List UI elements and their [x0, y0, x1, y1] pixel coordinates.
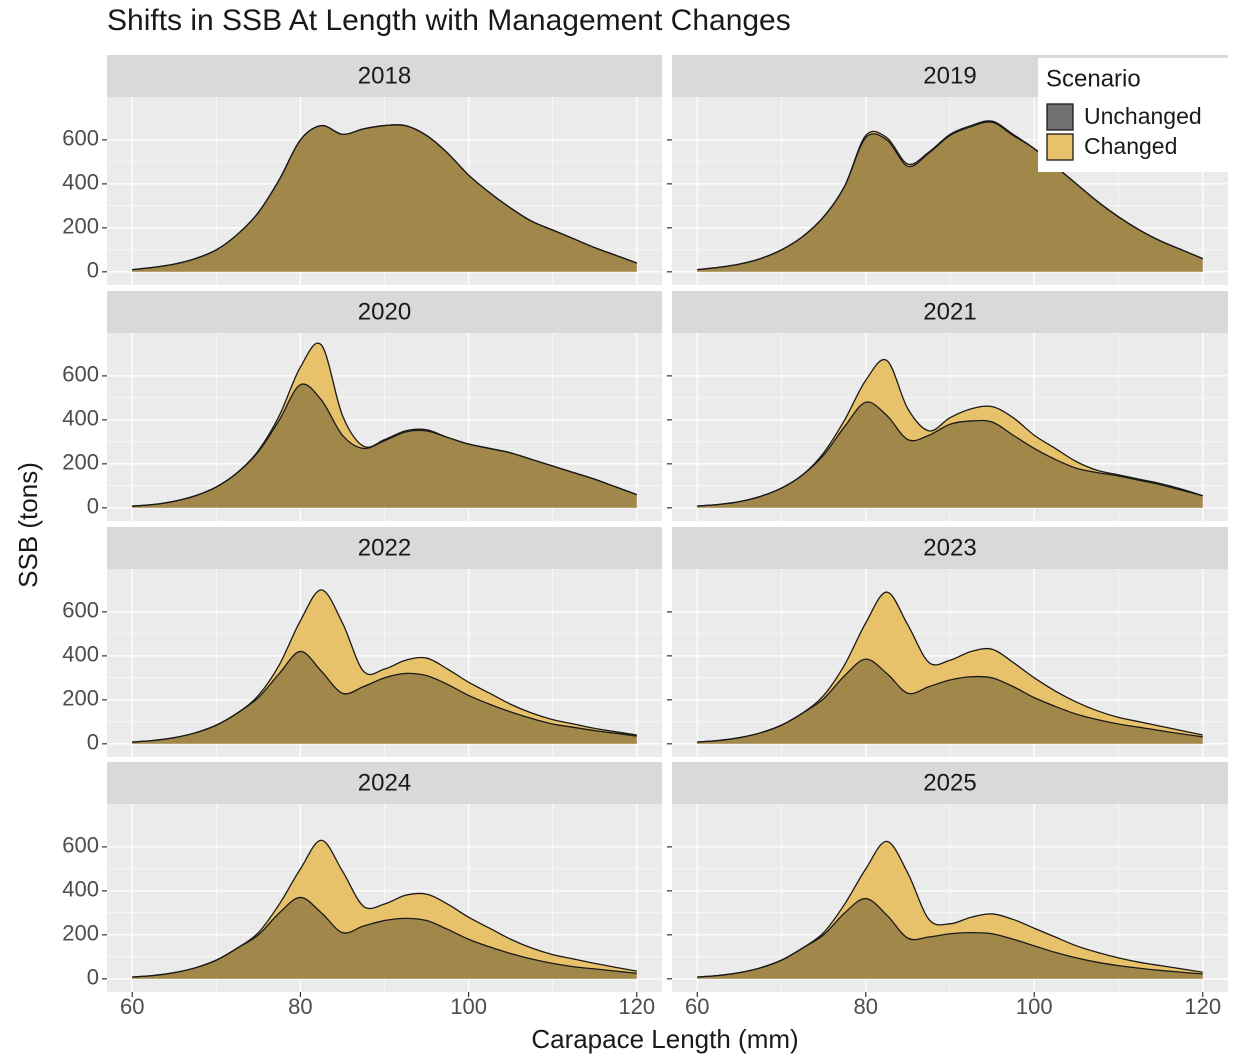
y-tick-label: 200	[62, 214, 99, 239]
area	[132, 124, 637, 272]
x-tick-label: 100	[1016, 994, 1053, 1019]
strip	[672, 762, 1228, 804]
areas	[132, 839, 637, 979]
legend-label: Unchanged	[1084, 103, 1202, 129]
y-tick-label: 0	[87, 494, 99, 519]
chart-title: Shifts in SSB At Length with Management …	[107, 4, 791, 37]
strip-label: 2020	[358, 298, 411, 325]
strip	[107, 291, 662, 333]
strip-label: 2023	[923, 534, 976, 561]
area-outline	[697, 401, 1203, 507]
y-tick-label: 600	[62, 126, 99, 151]
strip	[107, 762, 662, 804]
y-tick-label: 600	[62, 362, 99, 387]
strip-label: 2025	[923, 769, 976, 796]
x-tick-label: 120	[618, 994, 655, 1019]
areas	[697, 358, 1203, 508]
legend-label: Changed	[1084, 133, 1177, 159]
strip-label: 2022	[358, 534, 411, 561]
y-tick-label: 600	[62, 598, 99, 623]
x-tick-label: 60	[685, 994, 709, 1019]
areas	[132, 342, 637, 508]
strip-label: 2021	[923, 298, 976, 325]
area-outline	[132, 383, 637, 507]
areas	[132, 124, 637, 272]
areas	[697, 591, 1203, 744]
area	[132, 897, 637, 979]
legend-key	[1046, 103, 1074, 131]
y-tick-label: 400	[62, 877, 99, 902]
areas	[697, 120, 1203, 272]
strip	[672, 527, 1228, 569]
x-axis-title: Carapace Length (mm)	[531, 1024, 798, 1054]
legend-key	[1046, 133, 1074, 161]
legend-title: Scenario	[1046, 65, 1141, 92]
area	[697, 121, 1203, 272]
area-outline	[132, 124, 637, 271]
x-tick-label: 60	[120, 994, 144, 1019]
x-tick-label: 100	[450, 994, 487, 1019]
x-tick-label: 120	[1184, 994, 1221, 1019]
area	[132, 384, 637, 508]
y-axis-title: SSB (tons)	[13, 462, 43, 588]
strip-label: 2024	[358, 769, 411, 796]
area-outline	[132, 650, 637, 743]
y-tick-label: 600	[62, 833, 99, 858]
strip	[107, 55, 662, 97]
strip	[107, 527, 662, 569]
area	[697, 402, 1203, 508]
area-outline	[697, 658, 1203, 743]
y-tick-label: 200	[62, 686, 99, 711]
y-tick-label: 400	[62, 170, 99, 195]
area	[697, 659, 1203, 744]
area	[132, 651, 637, 744]
x-tick-label: 80	[854, 994, 878, 1019]
areas	[132, 589, 637, 744]
y-tick-label: 400	[62, 642, 99, 667]
legend: Scenario Unchanged Changed	[1038, 58, 1228, 172]
y-tick-label: 0	[87, 730, 99, 755]
area	[697, 898, 1203, 979]
area-outline	[132, 896, 637, 978]
y-tick-label: 0	[87, 965, 99, 990]
strip-label: 2019	[923, 62, 976, 89]
area-outline	[697, 121, 1203, 271]
y-tick-label: 200	[62, 921, 99, 946]
panels: 2018020040060020192020020040060020212022…	[62, 55, 1228, 1019]
areas	[697, 840, 1203, 979]
y-tick-label: 400	[62, 406, 99, 431]
strip	[672, 291, 1228, 333]
x-tick-label: 80	[288, 994, 312, 1019]
y-tick-label: 0	[87, 258, 99, 283]
strip-label: 2018	[358, 62, 411, 89]
area-outline	[697, 897, 1203, 978]
y-tick-label: 200	[62, 450, 99, 475]
